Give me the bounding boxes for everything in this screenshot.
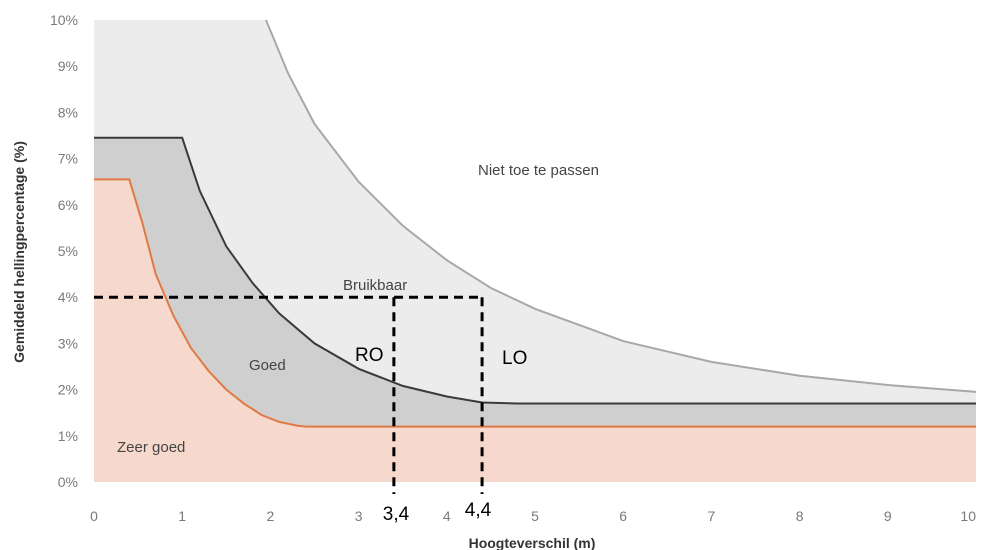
plot-area bbox=[94, 19, 977, 494]
zeer-goed-line bbox=[94, 178, 976, 428]
x-tick-label: 2 bbox=[267, 508, 275, 524]
y-tick-label: 5% bbox=[58, 243, 78, 259]
region-label-bruikbaar: Bruikbaar bbox=[343, 277, 407, 294]
zeer-goed-fill bbox=[94, 179, 976, 482]
y-tick-label: 2% bbox=[58, 382, 78, 398]
x-axis-label: Hoogteverschil (m) bbox=[469, 535, 596, 550]
x-tick-label: 4 bbox=[443, 508, 451, 524]
y-tick-label: 10% bbox=[50, 12, 78, 28]
x-tick-label: 0 bbox=[90, 508, 98, 524]
annotation-lo-label: LO bbox=[502, 348, 527, 369]
y-tick-label: 0% bbox=[58, 474, 78, 490]
x-axis-ticks: 0 1 2 3 4 5 6 7 8 9 10 bbox=[90, 508, 976, 524]
y-axis-ticks: 0% 1% 2% 3% 4% 5% 6% 7% 8% 9% 10% bbox=[50, 12, 78, 490]
x-tick-label: 8 bbox=[796, 508, 804, 524]
y-tick-label: 4% bbox=[58, 289, 78, 305]
dashed-guide-lines bbox=[94, 295, 484, 494]
x-tick-label: 7 bbox=[708, 508, 716, 524]
y-tick-label: 9% bbox=[58, 58, 78, 74]
x-tick-label: 6 bbox=[619, 508, 627, 524]
region-label-zeer-goed: Zeer goed bbox=[117, 439, 185, 456]
x-tick-label: 1 bbox=[178, 508, 186, 524]
annotation-lo-x-value: 4,4 bbox=[465, 500, 492, 521]
y-tick-label: 7% bbox=[58, 151, 78, 167]
y-tick-label: 6% bbox=[58, 197, 78, 213]
region-label-niet-toe-te-passen: Niet toe te passen bbox=[478, 162, 599, 179]
y-axis-label: Gemiddeld hellingpercentage (%) bbox=[11, 141, 27, 363]
y-tick-label: 1% bbox=[58, 428, 78, 444]
x-tick-label: 3 bbox=[355, 508, 363, 524]
annotation-ro-x-value: 3,4 bbox=[383, 504, 410, 525]
goed-fill bbox=[94, 137, 976, 483]
x-tick-label: 10 bbox=[960, 508, 976, 524]
bruikbaar-line bbox=[265, 19, 977, 393]
annotation-ro-label: RO bbox=[355, 345, 384, 366]
x-tick-label: 9 bbox=[884, 508, 892, 524]
region-label-goed: Goed bbox=[249, 357, 286, 374]
x-tick-label: 5 bbox=[531, 508, 539, 524]
y-tick-label: 8% bbox=[58, 104, 78, 120]
y-tick-label: 3% bbox=[58, 335, 78, 351]
